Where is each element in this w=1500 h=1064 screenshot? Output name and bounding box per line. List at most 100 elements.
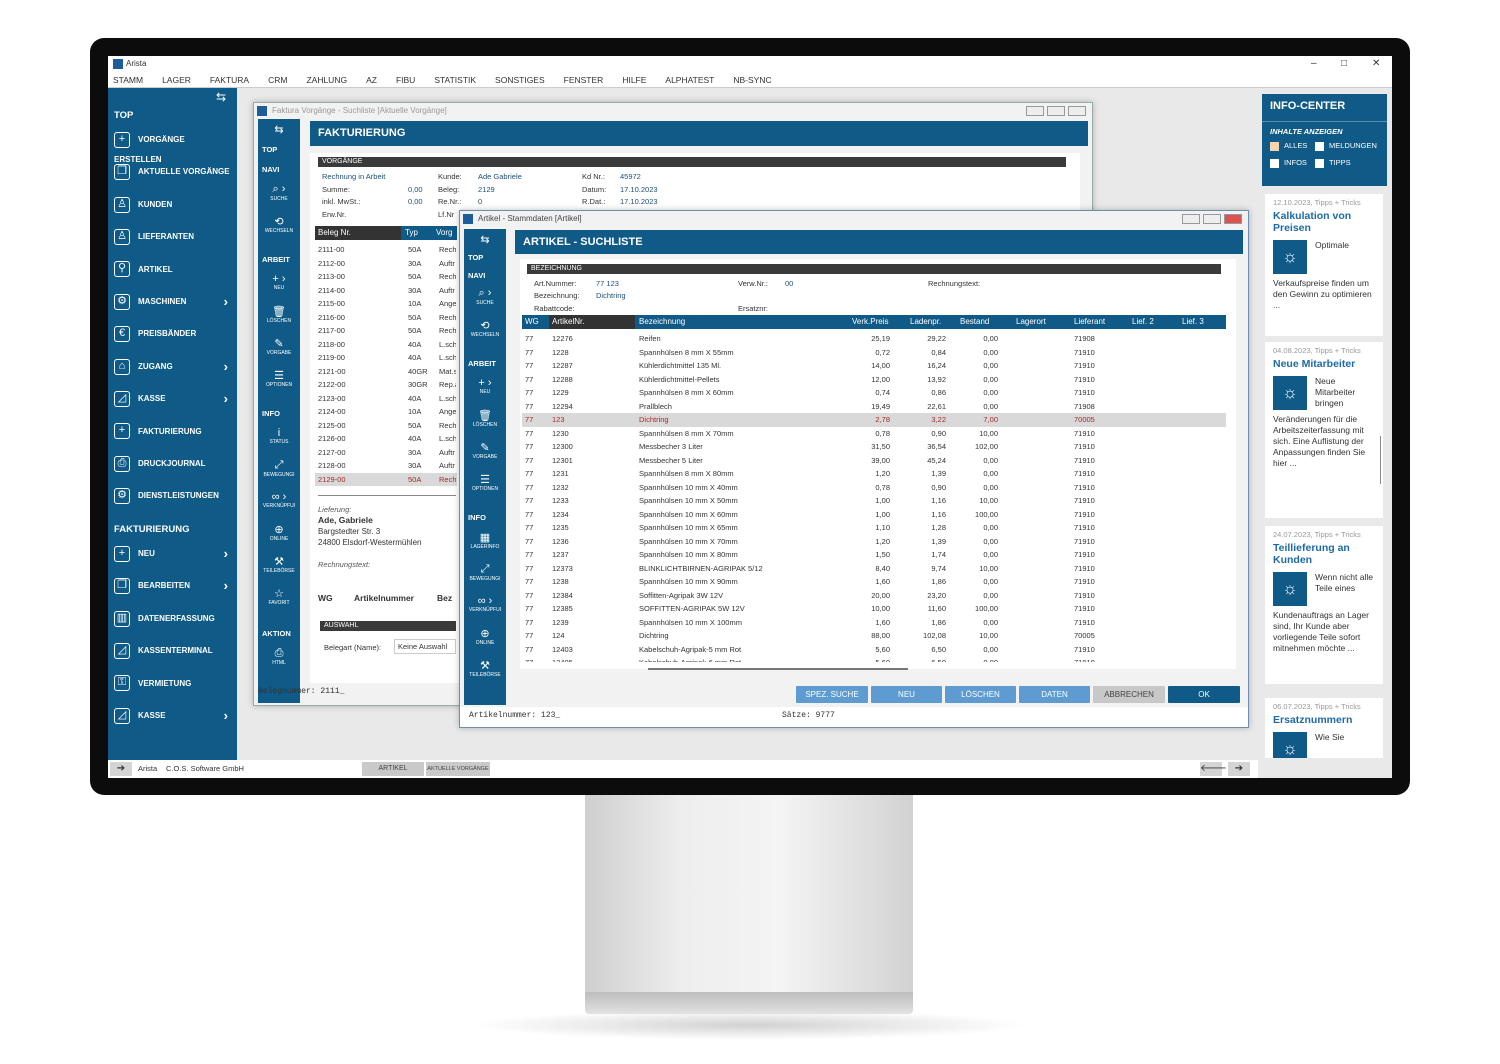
menu-alphatest[interactable]: ALPHATEST bbox=[665, 75, 715, 85]
artikel-table-row[interactable]: 77 12294 Prallblech 19,49 22,61 0,00 71908 bbox=[522, 400, 1226, 414]
artikel-table-row[interactable]: 77 12300 Messbecher 3 Liter 31,50 36,54 102,0… bbox=[522, 440, 1226, 454]
menu-fibu[interactable]: FIBU bbox=[395, 75, 416, 85]
col-verk-preis[interactable]: Verk.Preis bbox=[852, 317, 889, 326]
neu-button[interactable]: + › NEU bbox=[478, 377, 492, 395]
online-button[interactable]: ⊕ ONLINE bbox=[475, 628, 495, 646]
artikel-table-row[interactable]: 77 12301 Messbecher 5 Liter 39,00 45,24 0,00 7… bbox=[522, 454, 1226, 468]
wechseln-button[interactable]: ⟲ WECHSELN bbox=[264, 216, 294, 234]
sidebar-item-preisbänder[interactable]: € PREISBÄNDER bbox=[114, 324, 234, 344]
faktura-table-row[interactable]: 2113-00 50A Rech bbox=[315, 270, 457, 284]
menu-faktura[interactable]: FAKTURA bbox=[209, 75, 250, 85]
sidebar-item-zugang[interactable]: ⌂ ZUGANG › bbox=[114, 357, 234, 377]
spez-suche-button[interactable]: SPEZ. SUCHE bbox=[796, 686, 868, 703]
mini-top[interactable]: TOP bbox=[468, 253, 484, 262]
artikel-table-row[interactable]: 77 1236 Spannhülsen 10 mm X 70mm 1,20 1,39 0,… bbox=[522, 535, 1226, 549]
faktura-table-row[interactable]: 2112-00 30A Auftr bbox=[315, 257, 457, 271]
faktura-table-row[interactable]: 2123-00 40A L.sch bbox=[315, 392, 457, 406]
vorgabe-button[interactable]: ✎ VORGABE bbox=[266, 338, 292, 356]
artikel-table-row[interactable]: 77 1230 Spannhülsen 8 mm X 70mm 0,78 0,90 10,… bbox=[522, 427, 1226, 441]
loeschen-button[interactable]: 🗑 LÖSCHEN bbox=[472, 410, 498, 428]
menu-nb-sync[interactable]: NB-SYNC bbox=[733, 75, 772, 85]
menu-sonstiges[interactable]: SONSTIGES bbox=[495, 75, 545, 85]
minimize-icon[interactable]: – bbox=[1311, 58, 1317, 69]
faktura-table-row[interactable]: 2126-00 40A L.sch bbox=[315, 432, 457, 446]
swap-icon[interactable]: ⇆ bbox=[480, 234, 490, 246]
col-lieferant[interactable]: Lieferant bbox=[1074, 317, 1106, 326]
sidebar-item-kasse[interactable]: ◿ KASSE › bbox=[114, 706, 234, 726]
mini-top[interactable]: TOP bbox=[262, 145, 278, 154]
artikel-table-row[interactable]: 77 123 Dichtring 2,78 3,22 7,00 70005 bbox=[522, 413, 1226, 427]
checkbox[interactable] bbox=[1270, 158, 1279, 168]
artikel-table-row[interactable]: 77 12287 Kühlerdichtmittel 135 Ml. 14,00 16,… bbox=[522, 359, 1226, 373]
artikel-table-row[interactable]: 77 1238 Spannhülsen 10 mm X 90mm 1,60 1,86 0,… bbox=[522, 575, 1226, 589]
artikel-titlebar[interactable]: Artikel - Stammdaten [Artikel] bbox=[460, 211, 1248, 227]
col-lief-3[interactable]: Lief. 3 bbox=[1182, 317, 1204, 326]
teileboerse-button[interactable]: ⚒ TEILEBÖRSE bbox=[263, 556, 295, 574]
collapse-toggle-icon[interactable]: ⇆ bbox=[216, 90, 227, 104]
suche-button[interactable]: ⌕ › SUCHE bbox=[476, 287, 494, 306]
artikel-table-row[interactable]: 77 12384 Soffitten-Agripak 3W 12V 20,00 23,2… bbox=[522, 589, 1226, 603]
artikel-table-row[interactable]: 77 1228 Spannhülsen 8 mm X 55mm 0,72 0,84 0,0… bbox=[522, 346, 1226, 360]
swap-icon[interactable]: ⇆ bbox=[274, 124, 284, 136]
taskbar-tab-artikel[interactable]: ARTIKEL bbox=[362, 762, 424, 776]
col-bestand[interactable]: Bestand bbox=[960, 317, 990, 326]
loeschen-button[interactable]: LÖSCHEN bbox=[945, 686, 1016, 703]
card-title[interactable]: Kalkulation von Preisen bbox=[1273, 210, 1352, 234]
filter-alles[interactable]: ALLES bbox=[1270, 141, 1307, 151]
checkbox[interactable] bbox=[1315, 141, 1324, 151]
sidebar-item-fakturierung[interactable]: + FAKTURIERUNG bbox=[114, 422, 234, 442]
artikel-table-row[interactable]: 77 1233 Spannhülsen 10 mm X 50mm 1,00 1,16 10… bbox=[522, 494, 1226, 508]
artikel-table-row[interactable]: 77 12276 Reifen 25,19 29,22 0,00 71908 bbox=[522, 332, 1226, 346]
info-scrollbar[interactable] bbox=[1380, 436, 1381, 484]
arrow-right-icon[interactable]: ➔ bbox=[110, 762, 132, 776]
sidebar-item-kassenterminal[interactable]: ◿ KASSENTERMINAL bbox=[114, 641, 234, 661]
faktura-table-row[interactable]: 2129-00 50A Rech bbox=[315, 472, 457, 486]
lagerinfo-button[interactable]: ▦ LAGERINFO bbox=[470, 532, 500, 550]
sidebar-item-druckjournal[interactable]: ⎙ DRUCKJOURNAL bbox=[114, 454, 234, 474]
optionen-button[interactable]: ☰ OPTIONEN bbox=[471, 474, 499, 492]
faktura-table-row[interactable]: 2111-00 50A Rech bbox=[315, 243, 457, 257]
sidebar-item-artikel[interactable]: ⚲ ARTIKEL bbox=[114, 260, 234, 280]
info-card[interactable]: 04.08.2023, Tipps + Tricks Neue Mitarbeit… bbox=[1265, 342, 1383, 518]
maximize-button[interactable] bbox=[1047, 106, 1065, 116]
taskbar-tab-vorgaenge[interactable]: AKTUELLE VORGÄNGE bbox=[426, 762, 490, 776]
faktura-table-row[interactable]: 2114-00 30A Auftr bbox=[315, 284, 457, 298]
ok-button[interactable]: OK bbox=[1168, 686, 1240, 703]
artikel-table-row[interactable]: 77 1237 Spannhülsen 10 mm X 80mm 1,50 1,74 0,… bbox=[522, 548, 1226, 562]
arrow-left-icon[interactable]: 🡐 bbox=[1200, 762, 1227, 776]
menu-az[interactable]: AZ bbox=[366, 75, 377, 85]
menu-zahlung[interactable]: ZAHLUNG bbox=[306, 75, 348, 85]
menu-statistik[interactable]: STATISTIK bbox=[434, 75, 477, 85]
col-lagerort[interactable]: Lagerort bbox=[1016, 317, 1046, 326]
faktura-table-row[interactable]: 2115-00 10A Ange bbox=[315, 297, 457, 311]
sidebar-item-aktuelle-vorgänge[interactable]: ❐ AKTUELLE VORGÄNGE bbox=[114, 162, 234, 182]
checkbox[interactable] bbox=[1270, 141, 1279, 151]
faktura-table-row[interactable]: 2116-00 50A Rech bbox=[315, 311, 457, 325]
sidebar-item-lieferanten[interactable]: ♙ LIEFERANTEN bbox=[114, 227, 234, 247]
artikel-table-row[interactable]: 77 12403 Kabelschuh-Agripak-5 mm Rot 5,60 6,… bbox=[522, 643, 1226, 657]
html-button[interactable]: ⎙ HTML bbox=[272, 647, 286, 666]
col-ladenpr-[interactable]: Ladenpr. bbox=[910, 317, 942, 326]
sidebar-item-bearbeiten[interactable]: ❐ BEARBEITEN › bbox=[114, 576, 234, 596]
artikel-table-row[interactable]: 7712405 Kabelschuh-Agripak-6 mm Rot 5,60 6,… bbox=[522, 656, 1226, 662]
close-button[interactable] bbox=[1224, 214, 1242, 224]
filter-infos[interactable]: INFOS bbox=[1270, 158, 1307, 168]
artikel-table-row[interactable]: 77 1235 Spannhülsen 10 mm X 65mm 1,10 1,28 0,… bbox=[522, 521, 1226, 535]
card-title[interactable]: Neue Mitarbeiter bbox=[1273, 358, 1356, 370]
neu-button[interactable]: NEU bbox=[871, 686, 942, 703]
status-button[interactable]: i STATUS bbox=[269, 427, 289, 445]
daten-button[interactable]: DATEN bbox=[1019, 686, 1090, 703]
artikel-table-row[interactable]: 77 12373 BLINKLICHTBIRNEN-AGRIPAK 5/12 8,40… bbox=[522, 562, 1226, 576]
suche-button[interactable]: ⌕ › SUCHE bbox=[270, 183, 288, 202]
bewegung-button[interactable]: ⤢ BEWEGUNGI bbox=[263, 459, 295, 478]
bewegung-button[interactable]: ⤢ BEWEGUNGI bbox=[469, 563, 501, 582]
sidebar-item-maschinen[interactable]: ⚙ MASCHINEN › bbox=[114, 292, 234, 312]
col-typ[interactable]: Typ bbox=[405, 228, 418, 237]
info-card[interactable]: 24.07.2023, Tipps + Tricks Teillieferung … bbox=[1265, 526, 1383, 684]
checkbox[interactable] bbox=[1315, 158, 1324, 168]
faktura-table-row[interactable]: 2127-00 30A Auftr bbox=[315, 446, 457, 460]
horizontal-scrollbar[interactable] bbox=[648, 668, 908, 670]
sidebar-item-neu[interactable]: + NEU › bbox=[114, 544, 234, 564]
horizontal-scrollbar[interactable] bbox=[318, 495, 456, 496]
card-title[interactable]: Ersatznummern bbox=[1273, 714, 1353, 726]
